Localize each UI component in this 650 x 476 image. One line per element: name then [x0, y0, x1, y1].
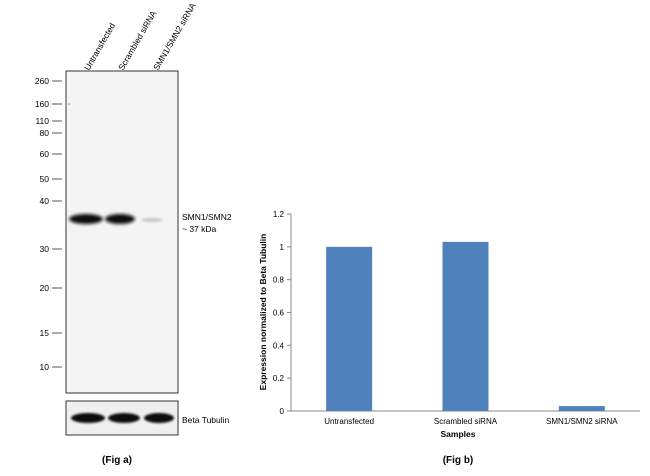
y-axis-title: Expression normalized to Beta Tubulin: [258, 234, 268, 391]
band-label-line1: SMN1/SMN2: [182, 212, 232, 222]
bar-2: [558, 406, 605, 411]
x-tick-label: Scrambled siRNA: [434, 417, 498, 426]
fig-b-caption: (Fig b): [443, 455, 474, 466]
marker-label: 30: [40, 244, 50, 254]
y-tick-label: 0.8: [273, 276, 285, 285]
membrane-speck: [68, 103, 70, 105]
lane-label-scrambled: Scrambled siRNA: [116, 9, 158, 72]
y-tick-label: 1.2: [273, 210, 285, 219]
marker-label: 260: [35, 76, 49, 86]
marker-label: 80: [40, 128, 50, 138]
y-tick-label: 1: [280, 243, 285, 252]
loading-control-label: Beta Tubulin: [182, 415, 230, 425]
lane-label-untransfected: Untransfected: [82, 21, 117, 72]
y-tick-group: 0 0.2 0.4 0.6 0.8 1 1.2: [273, 210, 291, 416]
lane-label-smn-sirna: SMN1/SMN2 siRNA: [151, 1, 198, 72]
y-tick-label: 0.4: [273, 341, 285, 350]
tubulin-band-smn-sirna: [144, 413, 174, 423]
tubulin-bands: [71, 413, 174, 423]
bar-chart: 0 0.2 0.4 0.6 0.8 1 1.2 Untransfected Scrambled…: [258, 210, 640, 439]
marker-label: 15: [40, 328, 50, 338]
smn-bands: [69, 214, 163, 224]
tubulin-band-untransfected: [71, 413, 105, 423]
band-smn-sirna: [141, 218, 163, 222]
band-label-line2: ~ 37 kDa: [182, 224, 217, 234]
x-tick-label: SMN1/SMN2 siRNA: [546, 417, 618, 426]
y-tick-label: 0: [280, 407, 285, 416]
y-tick-label: 0.6: [273, 309, 285, 318]
x-axis-title: Samples: [441, 429, 476, 439]
band-untransfected: [69, 214, 103, 224]
fig-a-caption: (Fig a): [102, 455, 132, 466]
mw-markers: 260 160 110 80 60 50 40 30 20 15 10: [35, 76, 62, 372]
marker-label: 50: [40, 174, 50, 184]
x-tick-label: Untransfected: [324, 417, 374, 426]
tubulin-band-scrambled: [108, 413, 140, 423]
marker-label: 40: [40, 196, 50, 206]
western-blot-panel: Untransfected Scrambled siRNA SMN1/SMN2 …: [35, 1, 232, 466]
marker-label: 60: [40, 149, 50, 159]
blot-membrane: [65, 70, 179, 394]
y-tick-label: 0.2: [273, 374, 285, 383]
bar-1: [442, 241, 489, 411]
marker-label: 160: [35, 99, 49, 109]
bar-0: [326, 246, 373, 411]
marker-label: 110: [35, 116, 49, 126]
band-scrambled: [105, 214, 135, 224]
x-tick-group: Untransfected Scrambled siRNA SMN1/SMN2 si…: [324, 417, 618, 426]
bar-group: [326, 241, 605, 411]
marker-label: 10: [40, 362, 50, 372]
marker-label: 20: [40, 283, 50, 293]
